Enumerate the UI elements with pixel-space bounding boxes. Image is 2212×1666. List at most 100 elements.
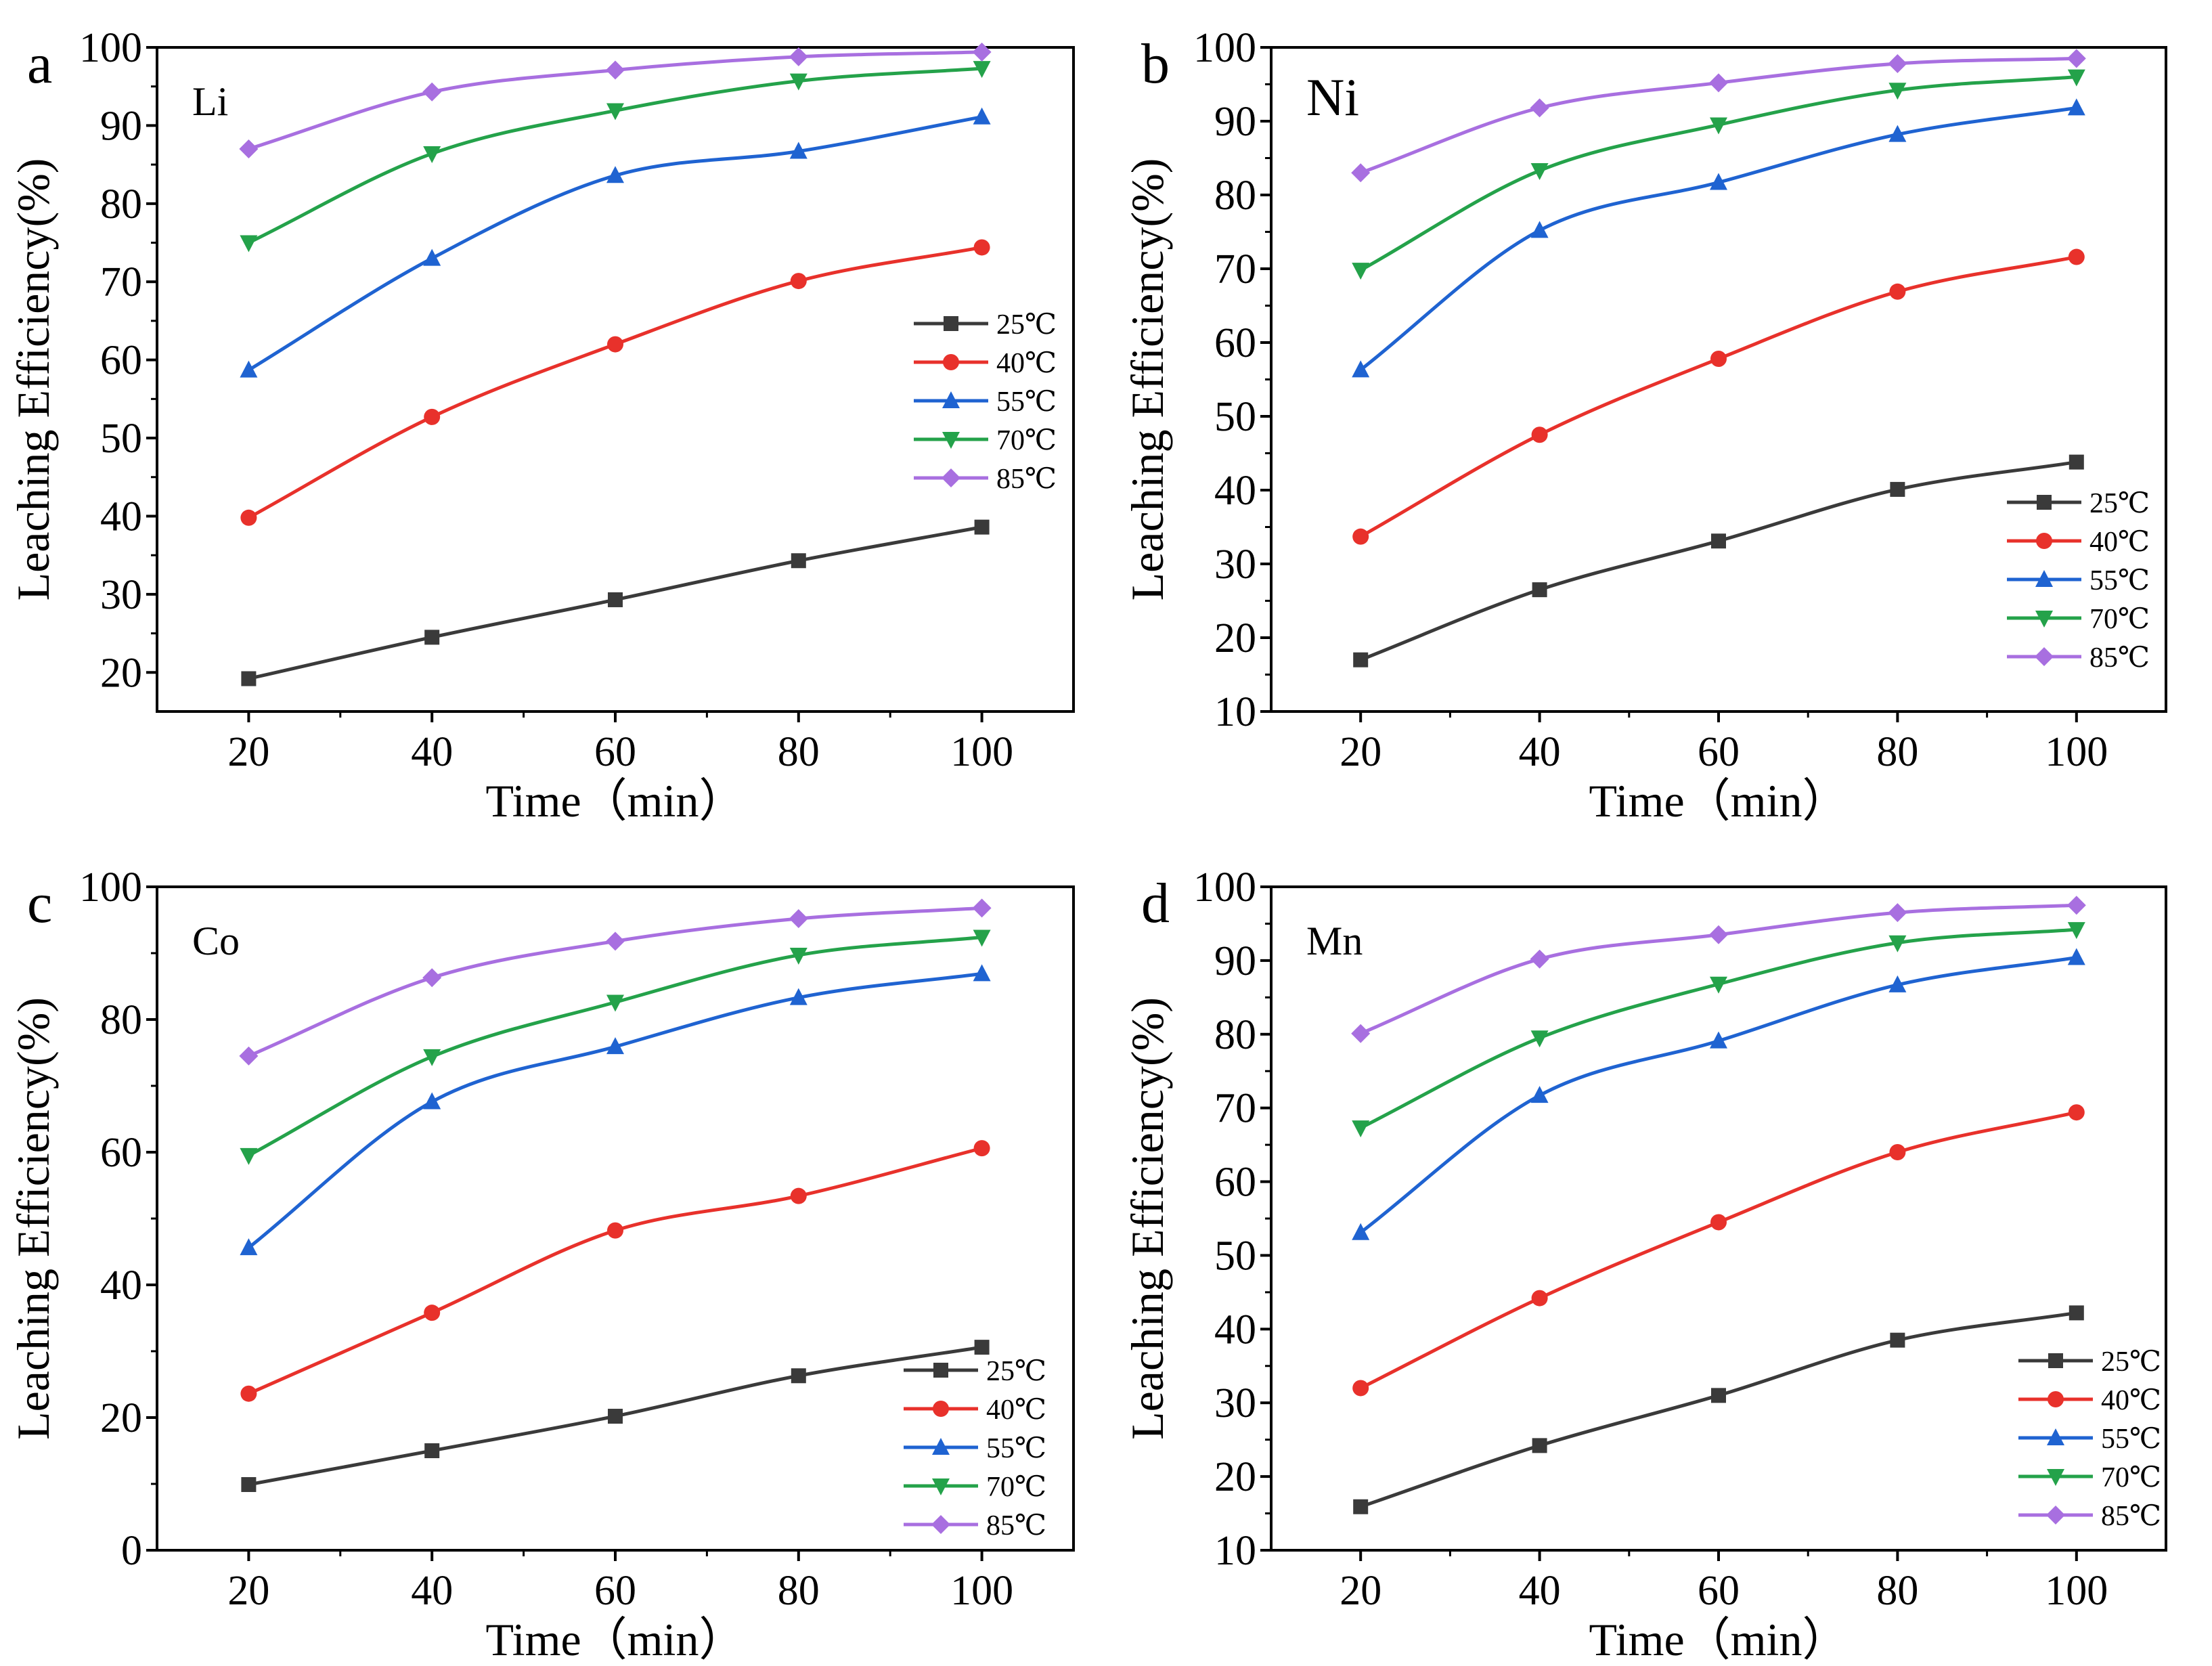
data-point [423, 1049, 441, 1066]
series-40℃ [1352, 1104, 2085, 1397]
data-point [607, 336, 623, 353]
y-tick-label: 100 [79, 864, 142, 911]
series-25℃ [241, 1340, 990, 1492]
y-tick-label: 20 [100, 1395, 142, 1441]
data-point [2068, 248, 2085, 265]
legend-marker [2037, 495, 2052, 510]
y-tick-label: 10 [1214, 1528, 1256, 1574]
data-point [973, 107, 991, 125]
panel-d: 20 40 60 80 100 10 20 30 40 50 60 70 80 90 100 Time（min… [1122, 864, 2167, 1665]
data-point [606, 60, 625, 80]
data-point [1352, 263, 1370, 280]
legend-label: 40℃ [986, 1395, 1046, 1426]
legend-marker [942, 432, 960, 449]
x-axis-title: Time（min） [1589, 775, 1849, 827]
legend-marker [932, 1438, 950, 1455]
data-point [1531, 1290, 1548, 1307]
series-line [1359, 106, 2077, 372]
data-point [1353, 652, 1369, 667]
data-point [2069, 1305, 2084, 1321]
data-point [240, 360, 258, 378]
data-point [974, 519, 990, 535]
data-point [240, 1147, 258, 1165]
series-line [248, 1146, 983, 1396]
data-point [424, 1443, 440, 1458]
legend-marker [2035, 570, 2053, 587]
data-point [1711, 533, 1726, 549]
y-tick-label: 100 [1193, 25, 1256, 71]
data-point [422, 968, 442, 988]
series-55℃ [240, 107, 991, 378]
legend-marker [942, 468, 960, 487]
y-tick-label: 20 [1214, 615, 1256, 661]
series-line [1359, 255, 2077, 538]
data-point [424, 1305, 441, 1321]
data-point [423, 1092, 441, 1110]
y-tick-label: 70 [1214, 1086, 1256, 1132]
x-tick-label: 20 [1340, 1568, 1381, 1614]
legend-marker [2048, 1391, 2064, 1407]
legend-label: 55℃ [986, 1433, 1046, 1464]
series-70℃ [240, 61, 991, 253]
data-point [1530, 1086, 1549, 1103]
x-tick-label: 20 [227, 1568, 269, 1614]
legend-label: 55℃ [2089, 565, 2150, 596]
data-point [1710, 1214, 1727, 1231]
data-point [1532, 1438, 1547, 1453]
x-tick-label: 100 [2045, 729, 2108, 775]
data-point [606, 103, 624, 120]
data-point [2068, 1104, 2085, 1121]
data-point [608, 592, 623, 607]
data-point [1530, 98, 1549, 118]
y-axis-title: Leaching Efficiency(%) [1122, 158, 1173, 601]
data-point [1888, 125, 1907, 142]
data-point [1710, 173, 1727, 190]
series-40℃ [240, 239, 990, 526]
y-axis-title: Leaching Efficiency(%) [7, 158, 59, 601]
data-point [1888, 903, 1907, 923]
y-tick-label: 20 [100, 650, 142, 696]
data-point [789, 47, 808, 66]
x-tick-label: 40 [411, 729, 453, 775]
data-point [1710, 1031, 1727, 1049]
data-point [1709, 925, 1728, 944]
legend-label: 70℃ [2101, 1462, 2161, 1493]
legend-marker [932, 1478, 950, 1495]
data-point [1351, 1024, 1371, 1043]
y-tick-label: 60 [1214, 1160, 1256, 1206]
data-point [2067, 948, 2085, 965]
data-point [1888, 53, 1907, 73]
y-tick-label: 40 [100, 494, 142, 540]
data-point [241, 1476, 257, 1492]
data-point [2069, 454, 2084, 470]
data-point [240, 1385, 257, 1402]
panel-b: 20 40 60 80 100 10 20 30 40 50 60 70 80 90 100 Time（min… [1122, 25, 2167, 827]
data-point [606, 166, 624, 183]
data-point [1530, 163, 1549, 181]
data-point [789, 141, 808, 159]
series-line [248, 906, 982, 1058]
data-point [1889, 1144, 1906, 1160]
legend-label: 25℃ [996, 309, 1057, 341]
data-point [606, 994, 624, 1012]
x-tick-label: 100 [950, 729, 1013, 775]
panel-letter: b [1141, 32, 1170, 95]
legend-label: 40℃ [2089, 527, 2150, 558]
panel-c: 20 40 60 80 100 0 20 40 60 80 100 Time（min） Leaching… [7, 864, 1075, 1665]
y-tick-label: 40 [1214, 1307, 1256, 1353]
x-tick-label: 40 [411, 1568, 453, 1614]
series-line [248, 115, 983, 372]
legend: 25℃ 40℃ 55℃ 70℃ 85℃ [2007, 488, 2150, 674]
legend: 25℃ 40℃ 55℃ 70℃ 85℃ [914, 309, 1057, 495]
series-70℃ [1352, 69, 2085, 280]
data-point [973, 239, 990, 256]
data-point [1352, 1223, 1370, 1240]
x-tick-label: 100 [950, 1568, 1013, 1614]
x-tick-label: 80 [1876, 729, 1918, 775]
series-25℃ [241, 519, 990, 686]
element-label: Ni [1306, 68, 1359, 127]
x-tick-label: 80 [778, 1568, 820, 1614]
data-point [1352, 528, 1369, 545]
legend-label: 70℃ [996, 425, 1057, 456]
y-tick-label: 30 [1214, 542, 1256, 588]
